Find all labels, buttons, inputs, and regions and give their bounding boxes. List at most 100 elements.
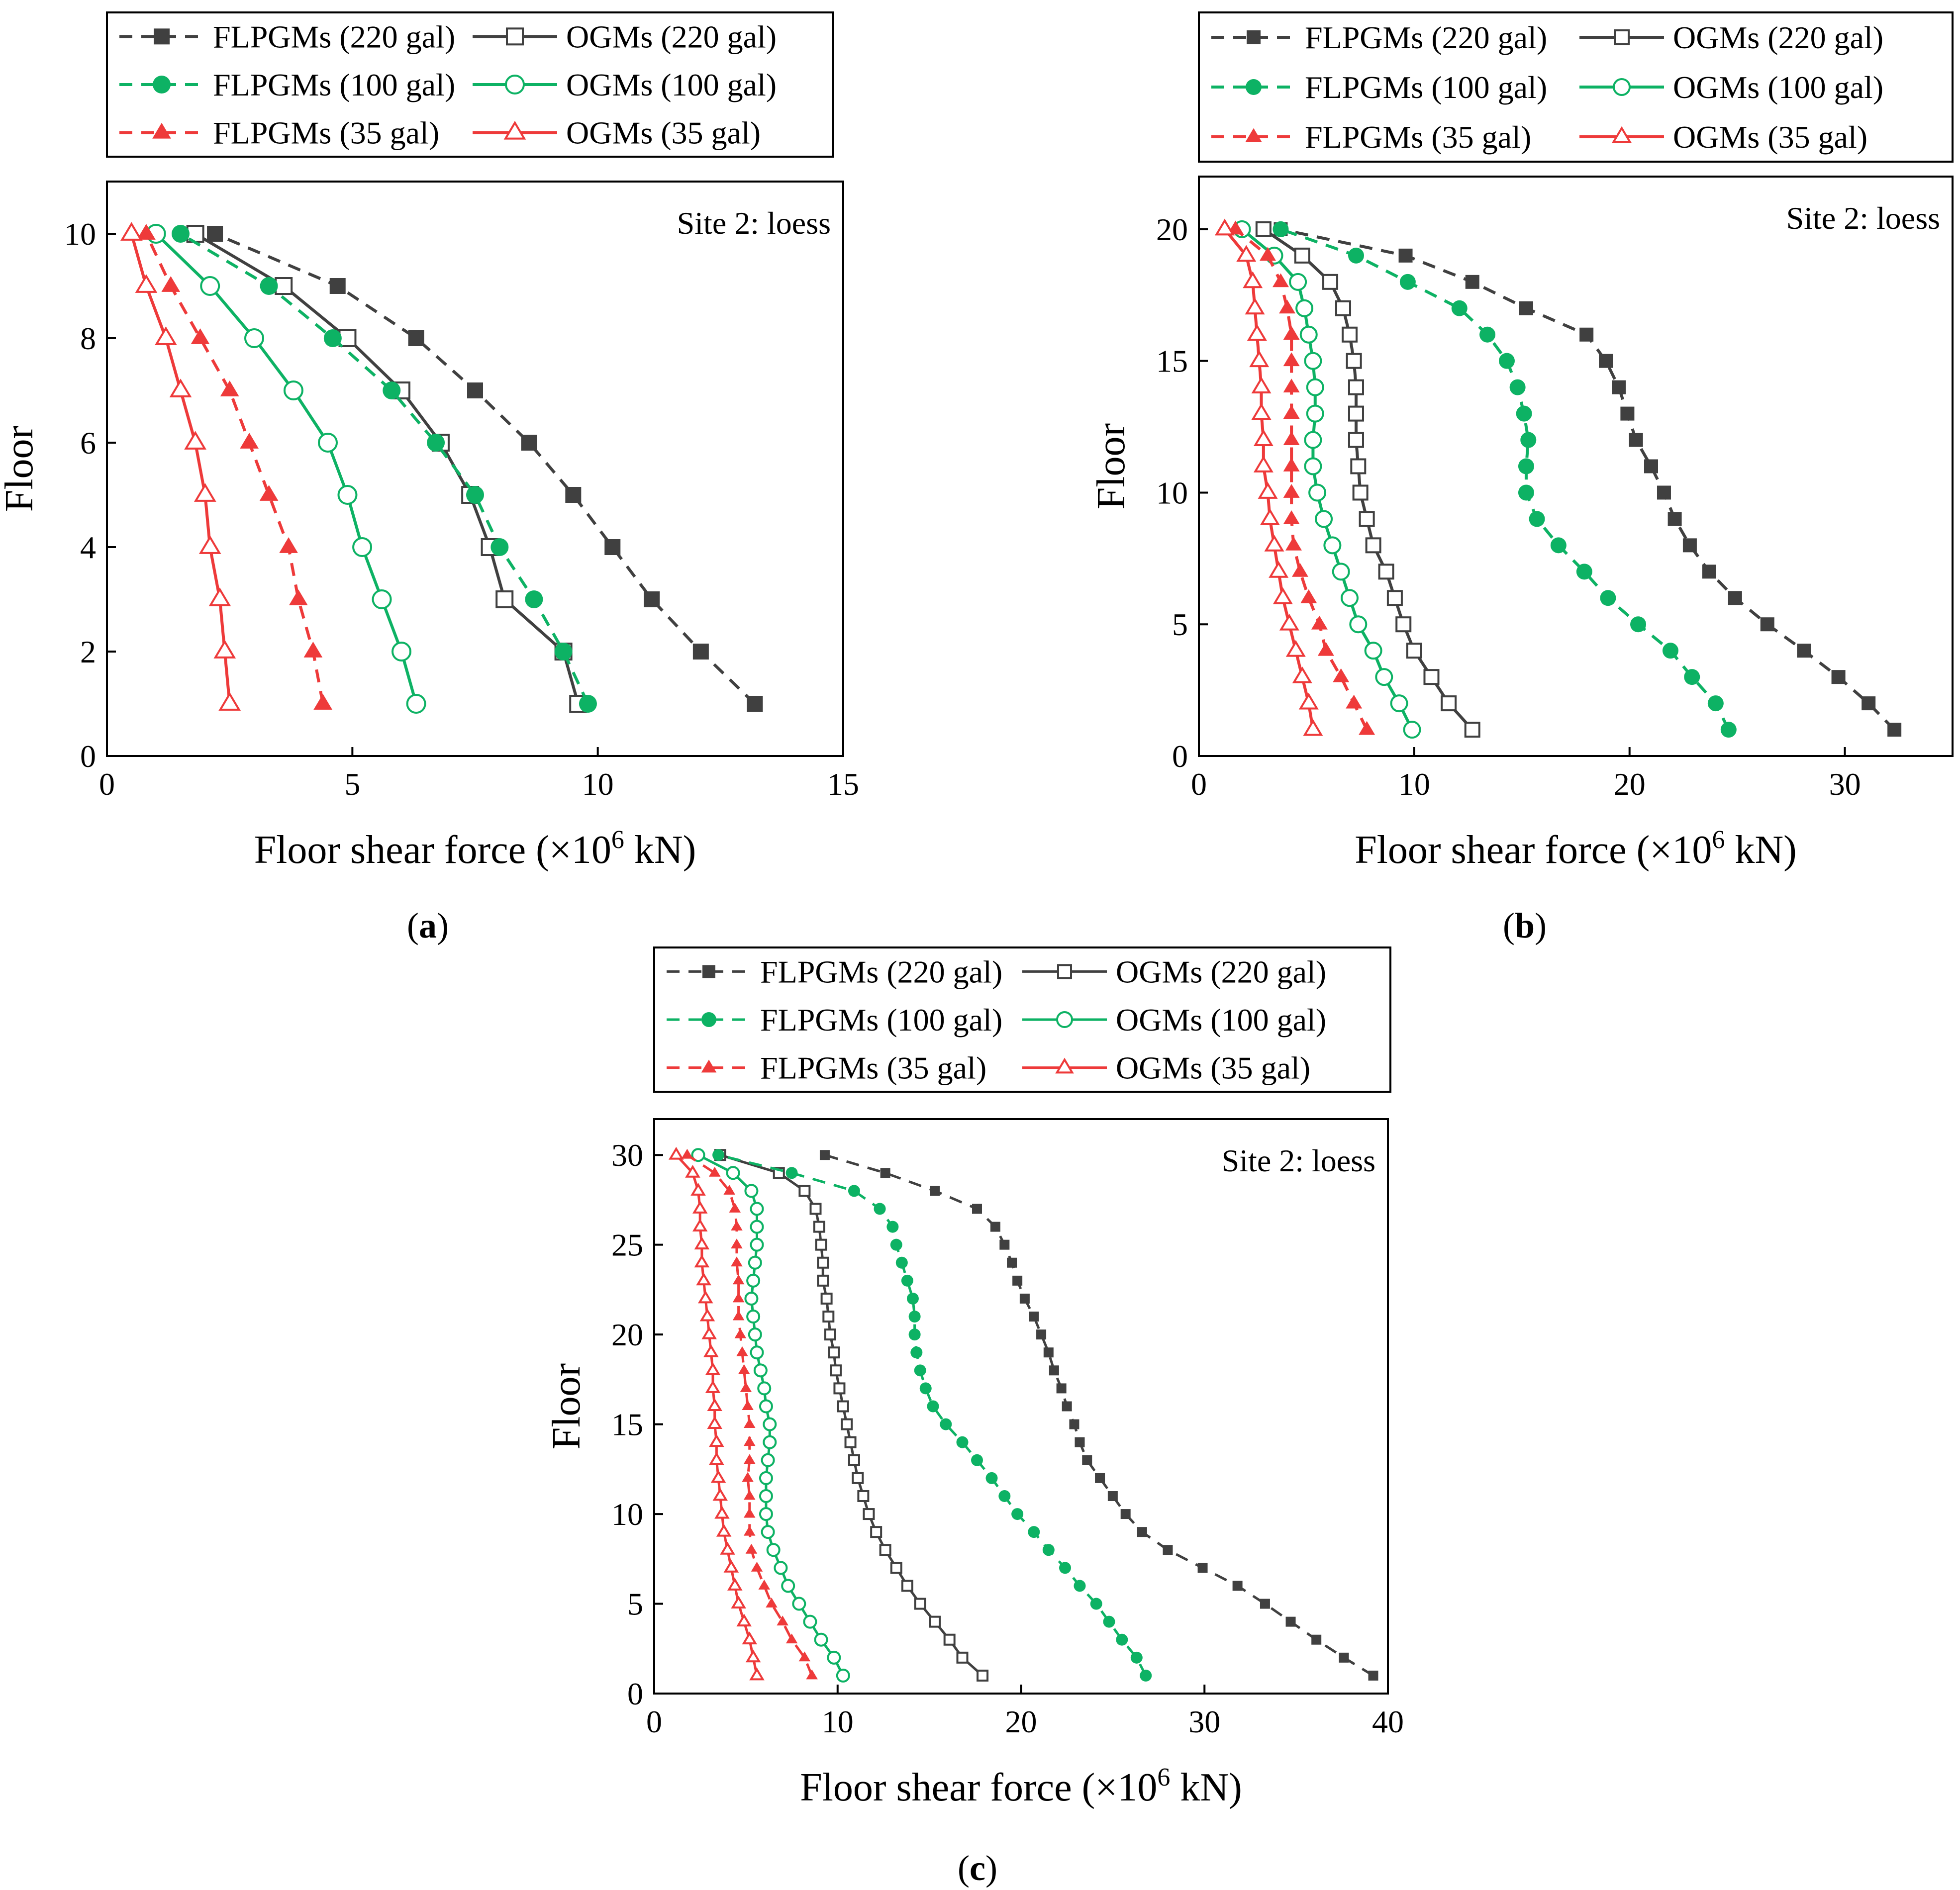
data-point — [792, 1597, 806, 1611]
data-point — [761, 1525, 775, 1539]
data-point — [1311, 615, 1328, 630]
x-tick-label: 10 — [582, 766, 614, 802]
data-point — [743, 1490, 756, 1500]
y-axis-title: Floor — [0, 426, 41, 512]
legend-entry: FLPGMs (100 gal) — [119, 67, 455, 102]
data-point — [694, 1254, 710, 1268]
data-point — [697, 1290, 713, 1304]
legend-frame — [1198, 11, 1954, 163]
data-point — [841, 1418, 853, 1430]
legend-marker — [154, 28, 170, 45]
data-point — [1600, 590, 1616, 606]
series-line — [675, 1154, 758, 1676]
data-point — [744, 1291, 759, 1306]
data-point — [1479, 326, 1496, 343]
data-point — [761, 1453, 775, 1467]
data-point — [1294, 247, 1310, 264]
data-point — [745, 1543, 758, 1554]
y-tick-label: 0 — [1172, 739, 1188, 774]
data-point — [1707, 695, 1724, 712]
series-line — [195, 232, 580, 704]
data-point — [1137, 1527, 1147, 1537]
data-point — [1887, 723, 1902, 737]
data-point — [785, 1633, 798, 1644]
data-point — [565, 487, 582, 503]
series-line — [697, 1153, 845, 1677]
legend-entry: FLPGMs (220 gal) — [119, 19, 455, 54]
data-point — [1260, 247, 1276, 261]
legend-label: FLPGMs (220 gal) — [1305, 20, 1547, 55]
data-point — [1576, 564, 1592, 580]
data-point — [848, 1454, 860, 1466]
data-point — [817, 1256, 829, 1269]
x-axis-title: Floor shear force (×106 kN) — [800, 1763, 1242, 1809]
data-point — [743, 1525, 756, 1536]
data-point — [161, 276, 181, 292]
data-point — [732, 1310, 745, 1321]
data-point — [956, 1651, 969, 1664]
data-point — [427, 434, 445, 452]
data-point — [705, 1380, 721, 1393]
data-point — [1049, 1365, 1059, 1376]
data-point — [985, 1472, 998, 1484]
y-tick-label: 20 — [611, 1317, 643, 1352]
series-line — [130, 233, 231, 704]
data-point — [844, 1436, 857, 1448]
data-point — [852, 1472, 864, 1484]
data-point — [685, 1164, 700, 1178]
data-point — [837, 1400, 849, 1413]
data-point — [1498, 353, 1515, 369]
data-point — [137, 224, 156, 240]
legend-entry: OGMs (220 gal) — [473, 19, 777, 54]
legend-marker — [1611, 126, 1632, 143]
data-point — [120, 222, 143, 241]
data-point — [806, 1669, 818, 1680]
data-point — [1451, 300, 1468, 316]
data-point — [289, 589, 308, 605]
data-point — [901, 1580, 913, 1592]
series-line — [824, 1153, 1374, 1677]
data-point — [490, 538, 509, 556]
legend-entry: FLPGMs (220 gal) — [1211, 20, 1547, 55]
data-point — [604, 539, 621, 555]
data-point — [774, 1561, 788, 1575]
data-point — [750, 1237, 764, 1252]
data-point — [644, 591, 660, 607]
data-point — [1682, 538, 1697, 553]
data-point — [406, 694, 426, 714]
data-point — [218, 692, 241, 711]
series-ogms-100-gal- — [691, 1148, 850, 1683]
data-point — [244, 328, 264, 348]
series-ogms-35-gal- — [120, 222, 241, 711]
data-point — [467, 382, 483, 398]
data-point — [836, 1668, 850, 1683]
data-point — [1797, 644, 1811, 658]
y-tick-label: 25 — [611, 1228, 643, 1263]
legend-marker — [701, 1059, 717, 1073]
data-point — [708, 1166, 721, 1177]
chart-panel-c: FLPGMs (220 gal) OGMs (220 gal) FLPGMs (10… — [545, 946, 1404, 1888]
data-point — [1283, 510, 1300, 524]
legend-label: FLPGMs (35 gal) — [760, 1050, 986, 1086]
data-point — [1348, 379, 1364, 395]
data-point — [279, 537, 298, 553]
data-point — [1335, 300, 1352, 316]
y-axis-title: Floor — [545, 1363, 588, 1449]
data-point — [699, 1308, 715, 1322]
legend-label: FLPGMs (220 gal) — [760, 954, 1002, 989]
data-point — [283, 380, 303, 400]
data-point — [1269, 561, 1289, 578]
data-point — [819, 1150, 830, 1160]
data-point — [1306, 404, 1324, 423]
y-tick-label: 15 — [1156, 344, 1188, 379]
data-point — [135, 274, 158, 293]
y-tick-label: 10 — [1156, 475, 1188, 510]
data-point — [1342, 326, 1358, 343]
x-tick-label: 20 — [1614, 766, 1646, 802]
data-point — [1629, 433, 1643, 447]
data-point — [1249, 350, 1270, 368]
panel-caption: (a) — [407, 906, 449, 945]
data-point — [848, 1185, 860, 1197]
y-tick-label: 15 — [611, 1407, 643, 1442]
series-ogms-100-gal- — [146, 224, 426, 714]
